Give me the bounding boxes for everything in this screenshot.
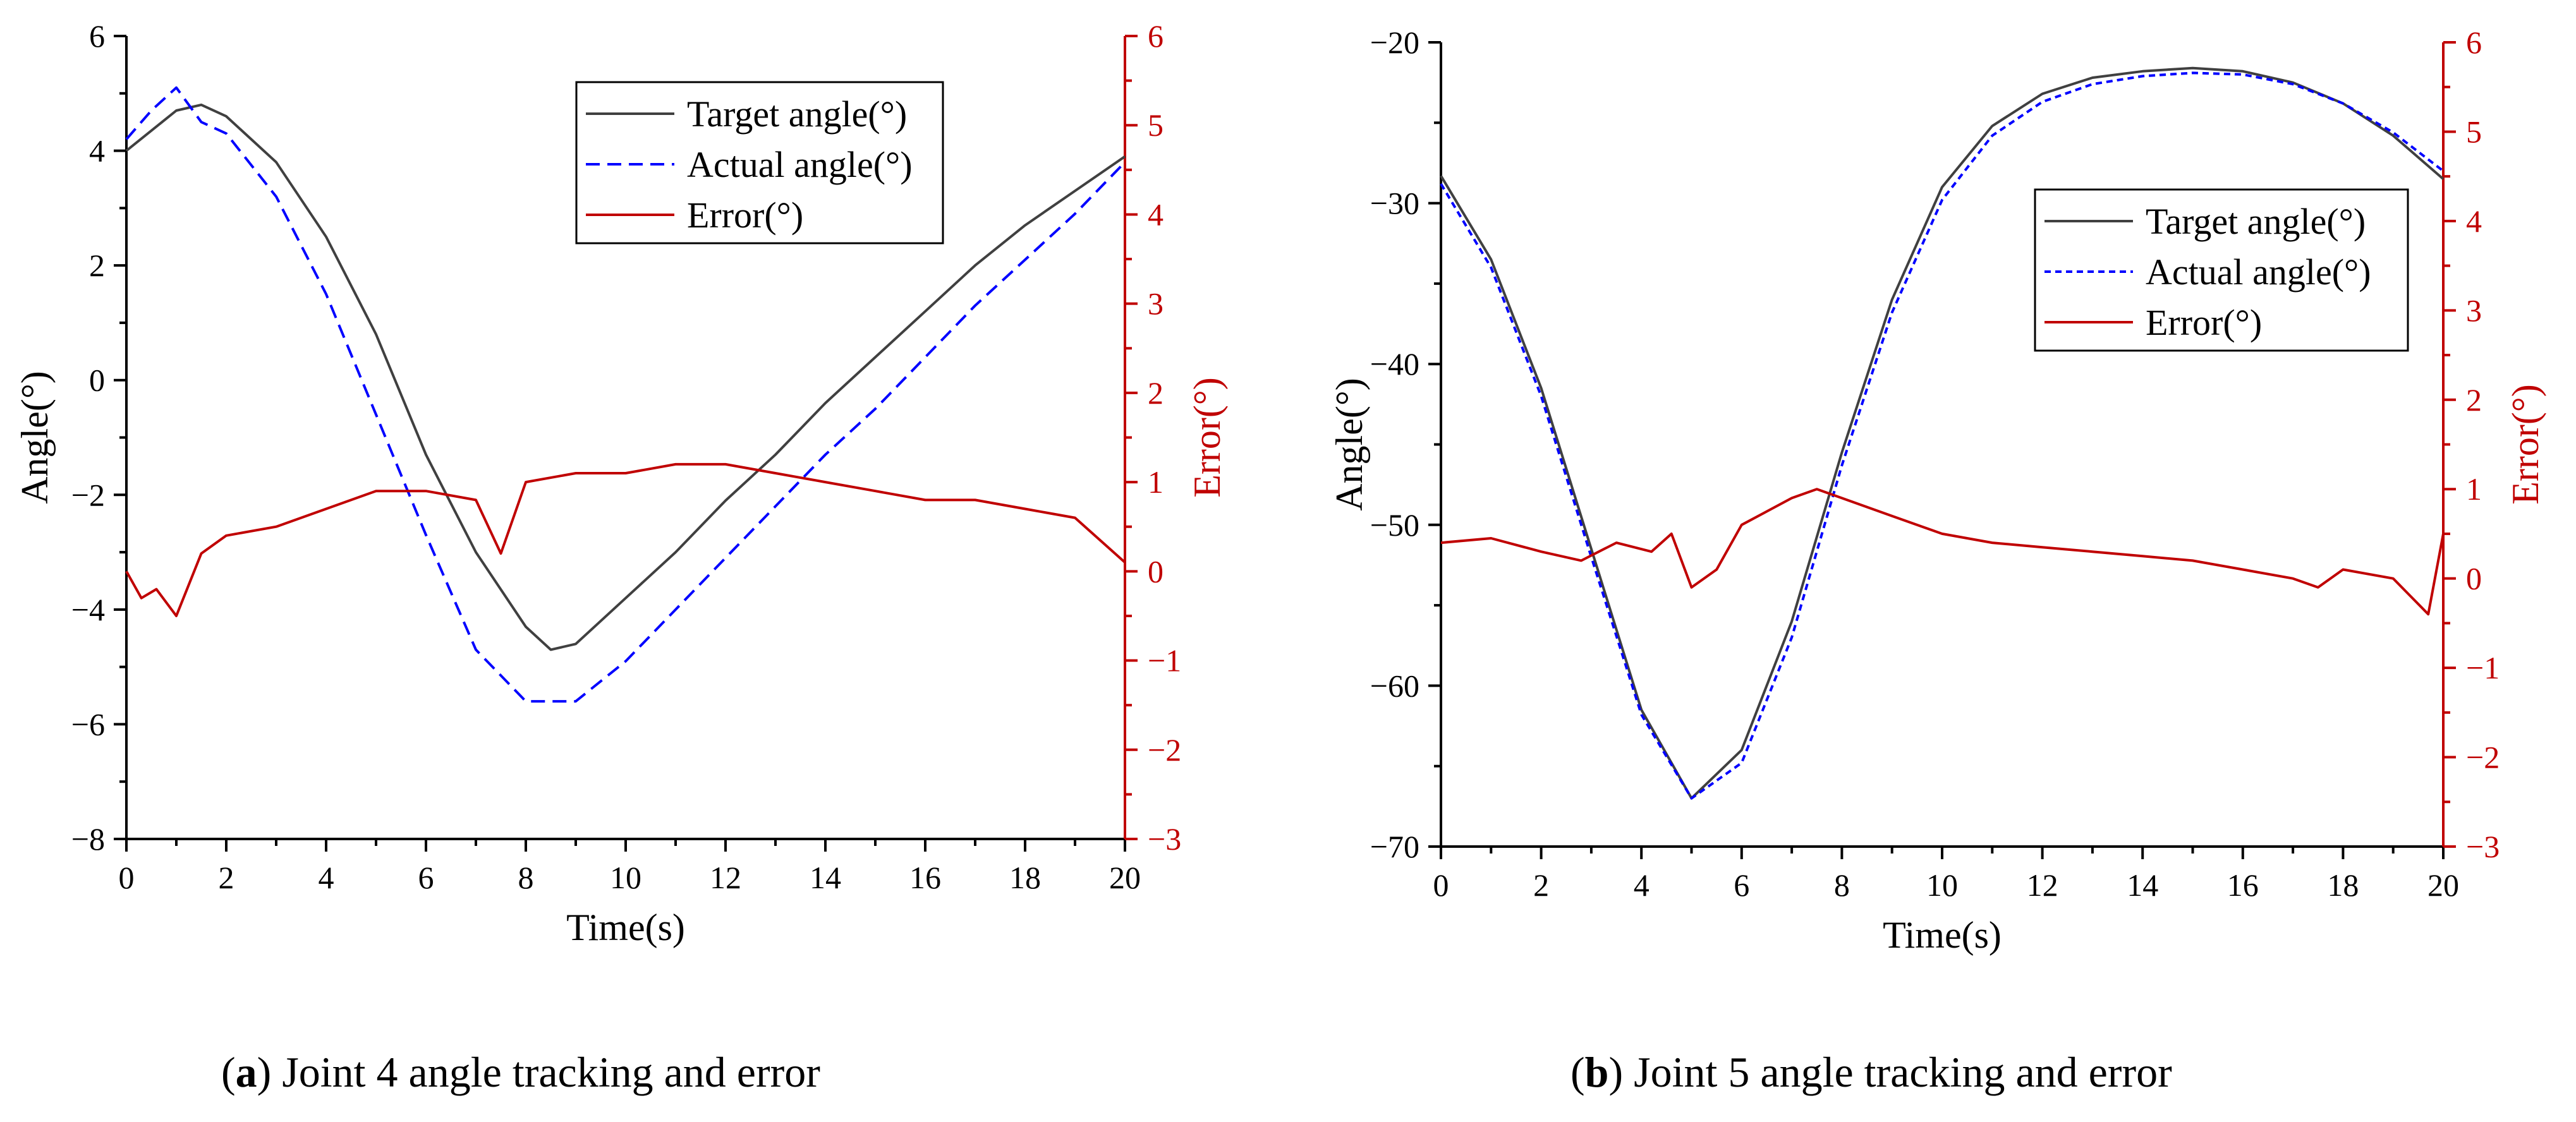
x-tick-label: 20 [2427, 867, 2459, 903]
y2-tick-label: 5 [1148, 107, 1163, 143]
y-tick-label: 0 [89, 363, 105, 398]
y2-tick-label: 5 [2466, 114, 2482, 149]
y-tick-label: −40 [1370, 346, 1419, 382]
y2-tick-label: 0 [2466, 561, 2482, 596]
y2-tick-label: 1 [2466, 471, 2482, 507]
y-tick-label: −4 [71, 592, 105, 627]
y2-tick-label: 4 [2466, 203, 2482, 239]
y2-axis-title: Error(°) [2505, 384, 2546, 505]
x-tick-label: 2 [219, 860, 234, 895]
caption-a-letter: a [236, 1048, 257, 1096]
x-tick-label: 8 [1834, 867, 1850, 903]
y-tick-label: −2 [71, 477, 105, 512]
y-tick-label: −70 [1370, 829, 1419, 864]
x-tick-label: 16 [2227, 867, 2259, 903]
y2-tick-label: 2 [1148, 375, 1163, 411]
y2-axis-title: Error(°) [1186, 377, 1228, 498]
x-tick-label: 0 [1433, 867, 1449, 903]
legend-label: Error(°) [2146, 302, 2262, 343]
chart-panel-b: 0 2 4 6 8 10 12 14 16 18 20−70−60−50−40−30−20−3−2−… [1328, 25, 2546, 956]
y-tick-label: −8 [71, 821, 105, 857]
y-axis-title: Angle(°) [1328, 378, 1370, 511]
y-tick-label: 2 [89, 248, 105, 283]
y2-tick-label: −2 [1148, 732, 1181, 768]
x-tick-label: 0 [119, 860, 135, 895]
y-tick-label: −20 [1370, 25, 1419, 60]
series-line [1440, 66, 2445, 800]
y2-tick-label: 0 [1148, 553, 1163, 589]
y2-tick-label: 6 [1148, 18, 1163, 54]
caption-b-text: Joint 5 angle tracking and error [1623, 1048, 2172, 1096]
y2-tick-label: 4 [1148, 196, 1163, 232]
caption-a-text: Joint 4 angle tracking and error [271, 1048, 820, 1096]
x-tick-label: 4 [1634, 867, 1649, 903]
y2-tick-label: −1 [1148, 643, 1181, 679]
caption-b: (b) Joint 5 angle tracking and error [1571, 1048, 2172, 1096]
y2-tick-label: −3 [2466, 829, 2500, 864]
x-tick-label: 6 [1734, 867, 1749, 903]
legend-label: Target angle(°) [2146, 201, 2366, 242]
y2-tick-label: 1 [1148, 464, 1163, 500]
x-tick-label: 12 [2027, 867, 2058, 903]
series-line [1440, 71, 2445, 800]
x-tick-label: 10 [1926, 867, 1958, 903]
x-tick-label: 20 [1109, 860, 1141, 895]
x-tick-label: 14 [810, 860, 841, 895]
legend-box [2034, 188, 2409, 352]
x-tick-label: 14 [2127, 867, 2158, 903]
series-line [125, 462, 1126, 617]
y2-tick-label: 3 [2466, 293, 2482, 328]
chart-panel-a: 0 2 4 6 8 10 12 14 16 18 20−8−6−4−20246−3−2−101234… [14, 18, 1228, 948]
x-axis-title: Time(s) [1883, 914, 2002, 956]
x-tick-label: 10 [610, 860, 641, 895]
y-axis-title: Angle(°) [14, 371, 56, 504]
y-tick-label: −30 [1370, 186, 1419, 221]
y2-tick-label: 3 [1148, 286, 1163, 322]
y2-tick-label: −3 [1148, 821, 1181, 857]
x-tick-label: 8 [518, 860, 534, 895]
x-tick-label: 6 [418, 860, 434, 895]
legend-label: Actual angle(°) [2146, 251, 2371, 293]
y-tick-label: −6 [71, 706, 105, 742]
x-tick-label: 4 [319, 860, 334, 895]
y-tick-label: −60 [1370, 668, 1419, 703]
x-axis-title: Time(s) [566, 907, 685, 948]
legend-label: Target angle(°) [687, 94, 907, 135]
x-tick-label: 18 [1009, 860, 1041, 895]
y2-tick-label: −1 [2466, 650, 2500, 685]
x-tick-label: 2 [1533, 867, 1549, 903]
y-tick-label: 4 [89, 133, 105, 169]
caption-a: (a) Joint 4 angle tracking and error [221, 1048, 820, 1096]
x-tick-label: 16 [909, 860, 941, 895]
y-tick-label: −50 [1370, 507, 1419, 543]
x-tick-label: 12 [710, 860, 741, 895]
legend-label: Error(°) [687, 195, 803, 236]
y2-tick-label: −2 [2466, 740, 2500, 775]
x-tick-label: 18 [2327, 867, 2359, 903]
y2-tick-label: 2 [2466, 382, 2482, 418]
y2-tick-label: 6 [2466, 25, 2482, 60]
legend-box [575, 81, 944, 244]
caption-b-letter: b [1585, 1048, 1609, 1096]
legend-label: Actual angle(°) [687, 144, 913, 185]
y-tick-label: 6 [89, 18, 105, 54]
